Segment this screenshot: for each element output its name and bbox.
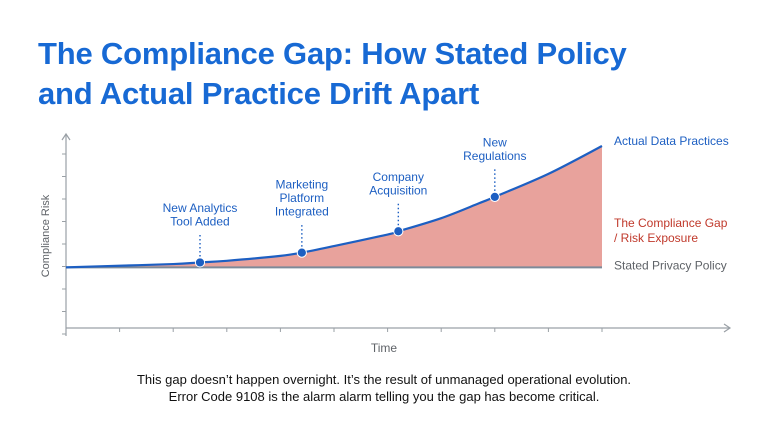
title-line-2: and Actual Practice Drift Apart (38, 76, 480, 111)
chart-marks-layer (194, 166, 500, 268)
milestone-point (489, 191, 500, 202)
y-axis-label: Compliance Risk (40, 194, 52, 277)
milestone-point (296, 247, 307, 258)
y-axis-arrow (61, 132, 71, 141)
milestone-point (393, 226, 404, 237)
milestone-label: New Analytics (163, 201, 238, 215)
chart-caption: This gap doesn’t happen overnight. It’s … (0, 371, 768, 405)
compliance-gap-label: The Compliance Gap (614, 216, 728, 230)
actual-practices-line (65, 145, 603, 269)
milestone-label: Marketing (275, 178, 328, 192)
title-line-1: The Compliance Gap: How Stated Policy (38, 36, 627, 71)
caption-line-2: Error Code 9108 is the alarm alarm telli… (168, 389, 600, 404)
actual-practices-label: Actual Data Practices (614, 134, 729, 148)
page-title: The Compliance Gap: How Stated Policy an… (38, 34, 738, 114)
caption-line-1: This gap doesn’t happen overnight. It’s … (136, 372, 632, 387)
stated-policy-label: Stated Privacy Policy (614, 258, 727, 272)
milestone-label: Tool Added (170, 214, 229, 228)
x-axis-arrow (723, 323, 732, 333)
compliance-gap-area (66, 146, 602, 268)
milestone-label: New (483, 135, 507, 149)
milestone-label: Platform (279, 191, 324, 205)
x-axis-label: Time (371, 341, 398, 355)
milestone-label: Regulations (463, 149, 526, 163)
milestone-label: Acquisition (369, 183, 427, 197)
milestone-label: Company (373, 170, 424, 184)
chart-axes (61, 132, 732, 336)
compliance-gap-label: / Risk Exposure (614, 231, 698, 245)
milestone-point (194, 257, 206, 268)
chart-area-layer (66, 146, 602, 268)
chart-lines-layer (65, 145, 603, 269)
milestone-label: Integrated (275, 205, 329, 219)
